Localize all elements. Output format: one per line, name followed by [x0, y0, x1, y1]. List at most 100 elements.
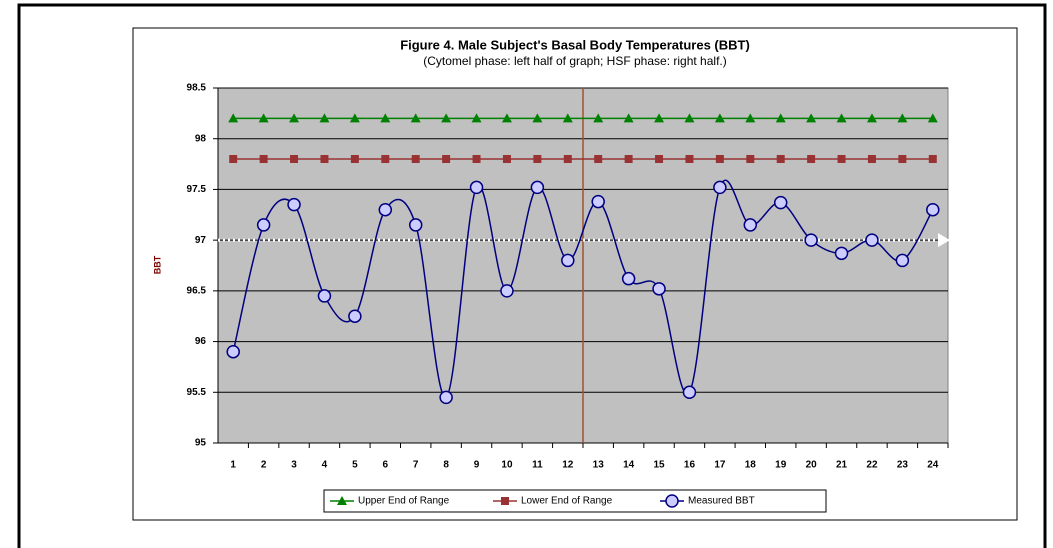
- x-tick-label: 18: [745, 460, 757, 471]
- data-point: [714, 113, 725, 123]
- x-tick-label: 10: [501, 460, 513, 471]
- data-point: [500, 284, 514, 298]
- data-point: [804, 233, 818, 247]
- data-point: [441, 113, 452, 123]
- data-point: [530, 180, 545, 195]
- data-point: [472, 155, 481, 163]
- x-tick-label: 6: [383, 460, 389, 471]
- data-point: [746, 155, 755, 163]
- data-point: [865, 233, 879, 247]
- data-point: [652, 282, 666, 296]
- data-point: [926, 202, 940, 217]
- legend: [323, 489, 827, 513]
- data-point: [410, 113, 421, 123]
- data-point: [411, 155, 420, 163]
- y-tick-label: 95: [195, 438, 207, 449]
- data-point: [593, 113, 604, 123]
- data-point: [563, 155, 572, 163]
- data-point: [229, 155, 238, 163]
- y-tick-label: 98.5: [187, 83, 207, 94]
- x-tick-label: 15: [653, 460, 665, 471]
- chart-title: Figure 4. Male Subject's Basal Body Temp…: [400, 37, 750, 52]
- data-point: [806, 113, 817, 123]
- data-point: [408, 218, 423, 232]
- data-point: [834, 246, 849, 261]
- x-tick-label: 14: [623, 460, 635, 471]
- data-point: [532, 113, 543, 123]
- legend-marker: [501, 497, 509, 505]
- x-tick-label: 11: [532, 460, 543, 471]
- y-tick-label: 98: [195, 133, 207, 144]
- data-point: [682, 385, 697, 400]
- x-tick-label: 20: [806, 460, 818, 471]
- x-tick-label: 12: [562, 460, 574, 471]
- data-point: [561, 253, 575, 268]
- data-point: [502, 155, 511, 163]
- data-point: [594, 155, 603, 163]
- x-tick-label: 19: [775, 460, 787, 471]
- legend-marker: [337, 496, 347, 505]
- data-point: [501, 113, 512, 123]
- data-point: [655, 155, 664, 163]
- legend-label: Lower End of Range: [521, 496, 613, 507]
- data-point: [685, 155, 694, 163]
- data-point: [562, 113, 573, 123]
- data-point: [350, 155, 359, 163]
- data-point: [715, 155, 724, 163]
- x-tick-label: 4: [322, 460, 328, 471]
- data-point: [226, 344, 240, 359]
- data-point: [927, 113, 938, 123]
- data-point: [866, 113, 877, 123]
- data-point: [320, 155, 329, 163]
- data-point: [684, 113, 695, 123]
- data-point: [745, 113, 756, 123]
- y-tick-label: 96.5: [187, 285, 207, 296]
- data-point: [807, 155, 816, 163]
- x-tick-label: 23: [897, 460, 909, 471]
- data-point: [258, 113, 269, 123]
- x-tick-label: 24: [927, 460, 939, 471]
- data-point: [228, 113, 239, 123]
- data-point: [776, 155, 785, 163]
- data-point: [621, 271, 636, 286]
- y-tick-label: 95.5: [187, 387, 207, 398]
- data-point: [442, 155, 451, 163]
- threshold-arrow: [938, 233, 950, 248]
- y-axis-label: BBT: [152, 255, 162, 274]
- y-tick-label: 96: [195, 336, 207, 347]
- data-point: [287, 197, 301, 212]
- data-point: [836, 113, 847, 123]
- x-tick-label: 1: [230, 460, 236, 471]
- data-point: [290, 155, 299, 163]
- y-tick-label: 97.5: [187, 184, 207, 195]
- data-point: [895, 253, 910, 268]
- data-point: [439, 390, 453, 405]
- data-point: [775, 113, 786, 123]
- data-point: [837, 155, 846, 163]
- data-point: [867, 155, 876, 163]
- data-point: [533, 155, 542, 163]
- chart-subtitle: (Cytomel phase: left half of graph; HSF …: [423, 54, 726, 68]
- x-tick-label: 13: [593, 460, 605, 471]
- data-point: [256, 218, 271, 232]
- data-point: [381, 155, 390, 163]
- data-point: [591, 194, 605, 209]
- data-point: [349, 113, 360, 123]
- data-point: [713, 180, 727, 195]
- data-point: [378, 202, 393, 217]
- data-point: [471, 113, 482, 123]
- legend-label: Measured BBT: [688, 496, 755, 507]
- x-tick-label: 3: [291, 460, 297, 471]
- x-tick-label: 8: [443, 460, 449, 471]
- data-point: [317, 289, 332, 303]
- data-point: [928, 155, 937, 163]
- data-point: [289, 113, 300, 123]
- x-tick-label: 22: [866, 460, 878, 471]
- x-tick-label: 5: [352, 460, 358, 471]
- data-point: [773, 195, 788, 210]
- data-point: [624, 155, 633, 163]
- y-tick-label: 97: [195, 235, 207, 246]
- data-point: [898, 155, 907, 163]
- data-point: [654, 113, 665, 123]
- data-point: [743, 218, 758, 232]
